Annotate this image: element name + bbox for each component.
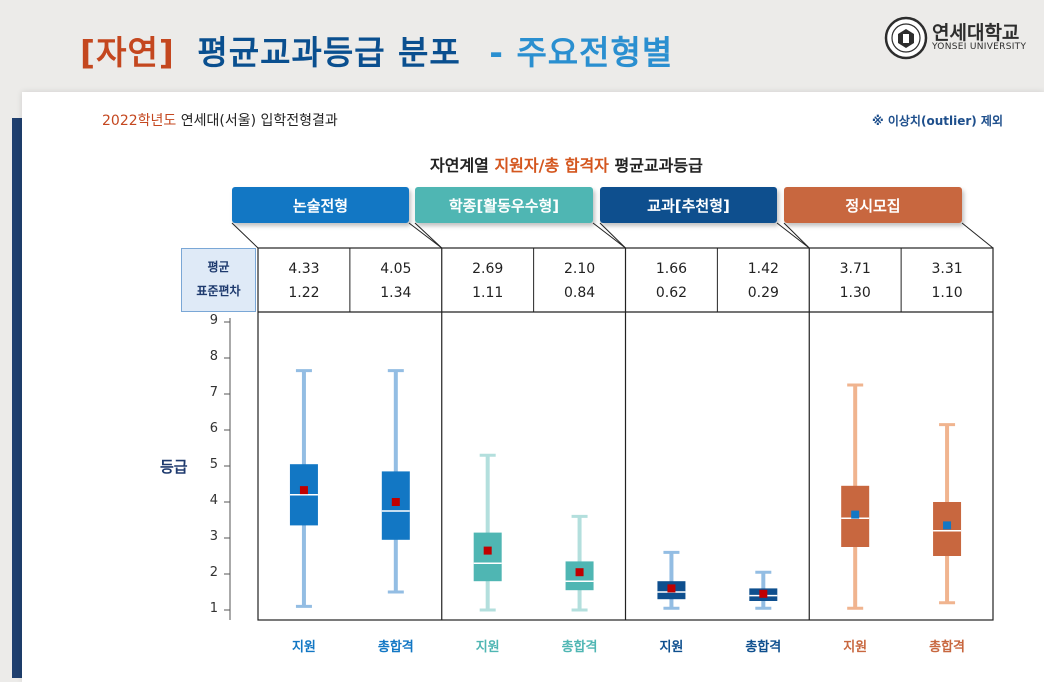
stat-sd: 0.62 bbox=[655, 285, 688, 301]
mean-marker bbox=[391, 498, 400, 506]
stat-mean: 3.31 bbox=[931, 261, 963, 277]
subtitle: 2022학년도 연세대(서울) 입학전형결과 bbox=[102, 110, 338, 130]
y-tick-label: 8 bbox=[209, 349, 218, 364]
stat-cell: 2.10 0.84 bbox=[534, 257, 626, 305]
title-main: 평균교과등급 분포 bbox=[197, 33, 461, 72]
stat-cell: 1.66 0.62 bbox=[626, 257, 718, 305]
subtitle-year: 2022학년도 bbox=[102, 113, 177, 129]
x-tick-label: 지원 bbox=[843, 640, 868, 655]
tab-connector-right bbox=[961, 222, 994, 249]
stat-cell: 3.31 1.10 bbox=[901, 257, 993, 305]
x-tick-label: 총합격 bbox=[561, 640, 598, 655]
chart-title-highlight: 지원자/총 합격자 bbox=[494, 156, 609, 175]
y-axis-label: 등급 bbox=[160, 458, 188, 476]
x-tick-label: 지원 bbox=[659, 640, 684, 655]
y-tick-label: 9 bbox=[209, 313, 218, 328]
group-tab: 정시모집 bbox=[784, 187, 962, 223]
stat-header-sd: 표준편차 bbox=[196, 284, 241, 298]
stat-sd: 1.30 bbox=[839, 285, 871, 301]
group-tab: 논술전형 bbox=[232, 187, 409, 223]
stat-header: 평균 표준편차 bbox=[181, 248, 256, 312]
stat-cell: 3.71 1.30 bbox=[809, 257, 901, 305]
tab-connector-right bbox=[776, 222, 810, 249]
stat-sd: 1.11 bbox=[472, 285, 504, 301]
stat-sd: 1.34 bbox=[380, 285, 412, 301]
y-tick-label: 4 bbox=[209, 493, 218, 508]
subtitle-text: 연세대(서울) 입학전형결과 bbox=[176, 113, 338, 129]
tab-connector-left bbox=[783, 222, 810, 249]
logo-sub: YONSEI UNIVERSITY bbox=[932, 42, 1027, 52]
y-tick-label: 5 bbox=[209, 457, 218, 472]
stat-sd: 1.10 bbox=[931, 285, 963, 301]
mean-marker bbox=[667, 584, 676, 593]
stat-cell: 4.05 1.34 bbox=[350, 257, 442, 305]
mean-marker bbox=[299, 486, 308, 495]
stat-mean: 4.33 bbox=[288, 261, 320, 277]
stat-mean: 2.69 bbox=[472, 261, 504, 277]
mean-marker bbox=[575, 568, 584, 577]
left-accent-bar bbox=[12, 118, 22, 678]
stat-mean: 3.71 bbox=[839, 261, 871, 277]
tab-connector-right bbox=[408, 222, 443, 249]
title-sub: - 주요전형별 bbox=[489, 33, 674, 72]
tab-connector-left bbox=[599, 222, 626, 249]
chart-title: 자연계열 지원자/총 합격자 평균교과등급 bbox=[430, 152, 703, 176]
stat-mean: 4.05 bbox=[380, 261, 412, 277]
tab-connector-left bbox=[231, 222, 259, 249]
stat-sd: 1.22 bbox=[288, 285, 320, 301]
y-tick-label: 3 bbox=[209, 529, 218, 544]
stat-sd: 0.84 bbox=[563, 285, 596, 301]
stat-mean: 1.42 bbox=[747, 261, 779, 277]
y-tick-label: 2 bbox=[209, 565, 218, 580]
y-tick-label: 1 bbox=[209, 601, 218, 616]
stat-mean: 2.10 bbox=[563, 261, 596, 277]
page-title: [자연] 평균교과등급 분포 - 주요전형별 bbox=[80, 26, 673, 74]
stat-header-mean: 평균 bbox=[207, 260, 230, 274]
tab-connector-left bbox=[414, 222, 443, 249]
mean-marker bbox=[851, 510, 860, 519]
group-tab: 학종[활동우수형] bbox=[415, 187, 593, 223]
x-tick-label: 지원 bbox=[475, 640, 500, 655]
mean-marker bbox=[483, 546, 492, 555]
x-tick-label: 총합격 bbox=[377, 640, 414, 655]
mean-marker bbox=[943, 521, 952, 530]
title-tag: [자연] bbox=[80, 33, 175, 72]
stat-cell: 4.33 1.22 bbox=[258, 257, 350, 305]
chart-title-part-c: 평균교과등급 bbox=[608, 156, 703, 175]
y-tick-label: 6 bbox=[209, 421, 218, 436]
stat-sd: 0.29 bbox=[747, 285, 779, 301]
university-logo: 연세대학교 YONSEI UNIVERSITY bbox=[884, 16, 1034, 60]
group-tab: 교과[추천형] bbox=[600, 187, 777, 223]
chart-title-part-a: 자연계열 bbox=[430, 156, 495, 175]
x-tick-label: 지원 bbox=[291, 640, 316, 655]
outlier-note: ※ 이상치(outlier) 제외 bbox=[872, 114, 1003, 128]
x-tick-label: 총합격 bbox=[745, 640, 782, 655]
x-tick-label: 총합격 bbox=[929, 640, 965, 655]
mean-marker bbox=[759, 589, 768, 598]
logo-name: 연세대학교 bbox=[932, 22, 1020, 44]
stat-cell: 1.42 0.29 bbox=[717, 257, 809, 305]
yonsei-emblem-icon bbox=[884, 16, 928, 60]
stat-mean: 1.66 bbox=[655, 261, 688, 277]
y-tick-label: 7 bbox=[209, 385, 218, 400]
tab-connector-right bbox=[592, 222, 626, 249]
box bbox=[473, 532, 502, 582]
stat-cell: 2.69 1.11 bbox=[442, 257, 534, 305]
